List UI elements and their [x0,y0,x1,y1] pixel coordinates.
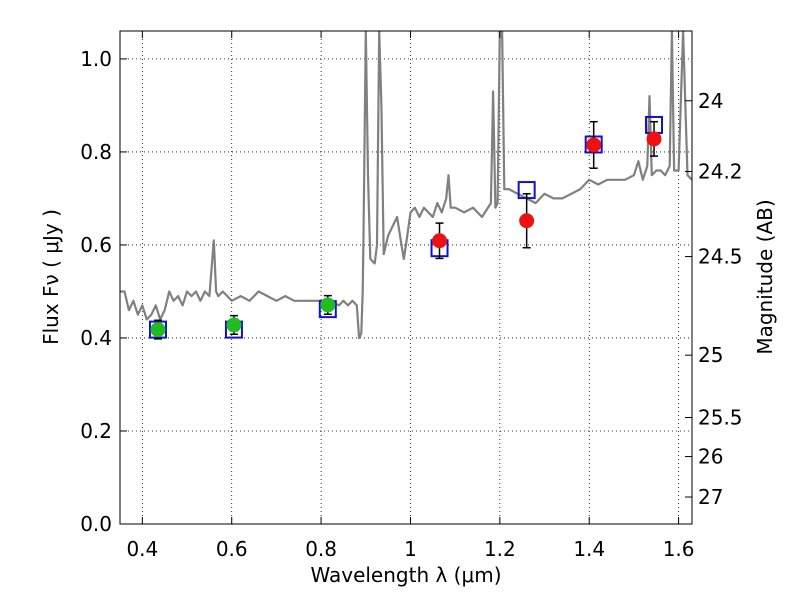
x-axis-label: Wavelength λ (μm) [310,563,501,587]
nir-point [432,233,448,249]
tick-labels: 0.4 0.6 0.8 1 1.2 1.4 1.6 0.0 0.2 0.4 0.6 0.8 1.0 24 2… [80,47,742,561]
x-tick-label: 0.6 [216,537,248,561]
right-y-tick-label: 26 [698,445,723,469]
plot-area [120,31,692,524]
nir-point [519,213,535,229]
right-y-tick-label: 27 [698,485,723,509]
x-tick-label: 1 [404,537,417,561]
x-tick-label: 1.6 [663,537,695,561]
y-axis-label: Flux Fν ( μJy ) [39,209,63,345]
right-y-tick-label: 24.5 [698,245,743,269]
x-tick-label: 1.2 [484,537,516,561]
right-y-tick-label: 24.2 [698,159,743,183]
right-y-tick-label: 25.5 [698,405,743,429]
y-tick-label: 0.2 [80,419,112,443]
nir-point [586,137,602,153]
x-tick-label: 0.8 [305,537,337,561]
optical-point [150,322,166,338]
right-y-axis-label: Magnitude (AB) [753,199,777,354]
axis-ticks [120,31,692,525]
optical-point [226,317,242,333]
right-y-tick-label: 25 [698,343,723,367]
right-y-tick-label: 24 [698,89,723,113]
y-tick-label: 1.0 [80,47,112,71]
y-tick-label: 0.4 [80,326,112,350]
x-tick-label: 1.4 [573,537,605,561]
template-spectrum-line [120,31,692,340]
y-tick-label: 0.8 [80,140,112,164]
data-layer [120,31,692,340]
y-tick-label: 0.0 [80,512,112,536]
optical-point [320,297,336,313]
nir-point [646,131,662,147]
plot-frame [119,30,693,525]
x-tick-label: 0.4 [126,537,158,561]
y-tick-label: 0.6 [80,233,112,257]
